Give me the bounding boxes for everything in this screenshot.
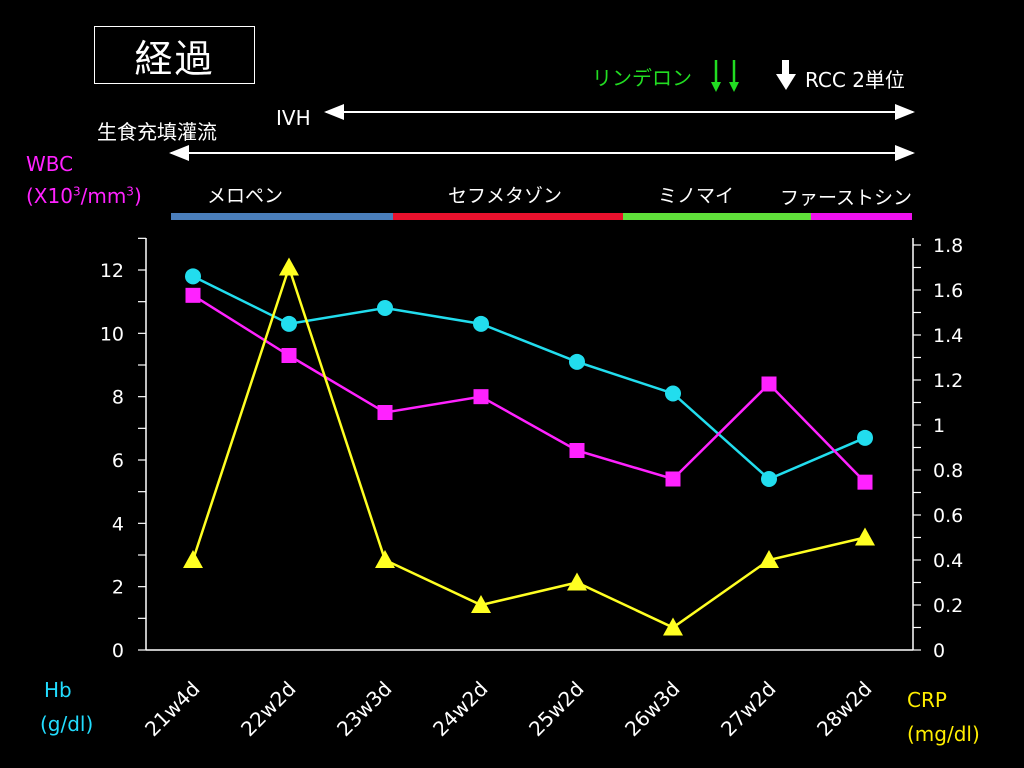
drug-bar-cefmetazon	[393, 213, 623, 220]
linderon-label: リンデロン	[592, 66, 692, 90]
right-axis-tick-label: 1.8	[933, 235, 963, 257]
data-point-crp	[567, 572, 587, 591]
wbc-unit-sup1: 3	[72, 184, 81, 199]
data-point-wbc	[761, 376, 777, 392]
rcc-label: RCC 2単位	[805, 68, 905, 92]
data-point-hb	[569, 353, 585, 370]
data-point-wbc	[665, 471, 681, 487]
left-axis-tick-label: 10	[100, 323, 124, 345]
series-line-hb	[192, 275, 866, 481]
hb-axis-unit: (g/dl)	[40, 712, 94, 736]
left-axis-ticks: 0 2 4 6 8 10 12	[100, 237, 146, 662]
wbc-unit-mid: /mm	[80, 184, 127, 208]
wbc-unit-sup2: 3	[126, 184, 134, 199]
drug-bar-firstcin	[811, 213, 912, 220]
hb-axis-label: Hb	[44, 678, 72, 702]
crp-axis-label: CRP	[907, 688, 947, 712]
right-axis-tick-label: 0.2	[933, 595, 963, 617]
wbc-unit-prefix: (X10	[26, 184, 73, 208]
right-axis-tick-label: 0	[933, 640, 945, 662]
data-point-hb	[857, 429, 873, 446]
left-axis-tick-label: 0	[112, 640, 124, 662]
left-axis-tick-label: 12	[100, 260, 124, 282]
right-axis-tick-label: 1.2	[933, 370, 963, 392]
data-point-wbc	[857, 474, 873, 490]
right-axis-tick-label: 0.6	[933, 505, 963, 527]
wbc-unit-suffix: )	[133, 184, 142, 208]
data-point-crp	[471, 595, 491, 613]
x-category-label: 24w2d	[428, 677, 493, 742]
data-point-crp	[375, 550, 395, 568]
x-category-label: 21w4d	[140, 677, 205, 742]
right-axis-ticks: 0 0.2 0.4 0.6 0.8 1 1.2 1.4 1.6 1.8	[913, 235, 963, 662]
series-line-wbc	[192, 294, 866, 484]
wbc-axis-unit: (X103/mm3)	[26, 184, 142, 208]
x-axis-categories: 21w4d 22w2d 23w3d 24w2d 25w2d 26w3d 27w2d 28w2d	[140, 677, 877, 742]
left-axis-tick-label: 4	[112, 513, 124, 535]
right-axis-tick-label: 1.6	[933, 280, 963, 302]
data-point-crp	[279, 257, 299, 276]
x-category-label: 25w2d	[524, 677, 589, 742]
linderon-arrows	[711, 60, 739, 92]
drug-label-meropen: メロペン	[207, 185, 284, 207]
x-category-label: 26w3d	[620, 677, 685, 742]
drug-label-firstcin: ファーストシン	[780, 187, 913, 209]
series-line-crp	[191, 263, 866, 629]
ivh-label: IVH	[276, 106, 311, 130]
right-axis-tick-label: 0.8	[933, 460, 963, 482]
left-axis-tick-label: 8	[112, 387, 124, 409]
data-point-crp	[759, 550, 779, 568]
drug-bar-meropen	[171, 213, 393, 220]
data-point-wbc	[569, 443, 585, 458]
data-point-hb	[185, 268, 201, 285]
x-category-label: 28w2d	[812, 677, 877, 742]
left-axis-tick-label: 6	[112, 450, 124, 472]
data-point-hb	[473, 315, 489, 332]
data-point-crp	[855, 527, 875, 546]
rcc-arrow-icon	[776, 60, 796, 90]
series-markers	[183, 257, 875, 636]
slide-title: 経過	[94, 26, 255, 84]
data-point-crp	[183, 550, 203, 568]
data-point-hb	[377, 300, 393, 316]
data-point-hb	[761, 471, 777, 487]
data-point-hb	[281, 315, 297, 332]
right-axis-tick-label: 1	[933, 415, 945, 437]
drug-label-cefmetazon: セフメタゾン	[448, 185, 563, 207]
data-point-wbc	[377, 405, 393, 420]
data-point-wbc	[185, 287, 201, 303]
data-point-wbc	[473, 389, 489, 405]
x-category-label: 23w3d	[332, 677, 397, 742]
diet-label: 生食充填灌流	[97, 120, 217, 144]
linderon-arrowhead-2	[729, 82, 739, 92]
data-point-crp	[663, 617, 683, 636]
rcc-arrow-shaft	[782, 60, 789, 76]
right-axis-tick-label: 1.4	[933, 325, 963, 347]
crp-axis-unit: (mg/dl)	[907, 722, 980, 746]
right-axis-tick-label: 0.4	[933, 550, 963, 572]
wbc-axis-label: WBC	[26, 152, 74, 176]
series-lines	[191, 263, 866, 629]
left-axis-tick-label: 2	[112, 577, 124, 599]
rcc-arrow-head	[776, 74, 796, 90]
data-point-wbc	[281, 348, 297, 363]
linderon-arrowhead-1	[711, 82, 721, 92]
x-category-label: 27w2d	[716, 677, 781, 742]
drug-bar-minomycin	[623, 213, 811, 220]
data-point-hb	[665, 385, 681, 402]
drug-label-minomycin: ミノマイ	[658, 185, 735, 207]
x-category-label: 22w2d	[236, 677, 301, 742]
